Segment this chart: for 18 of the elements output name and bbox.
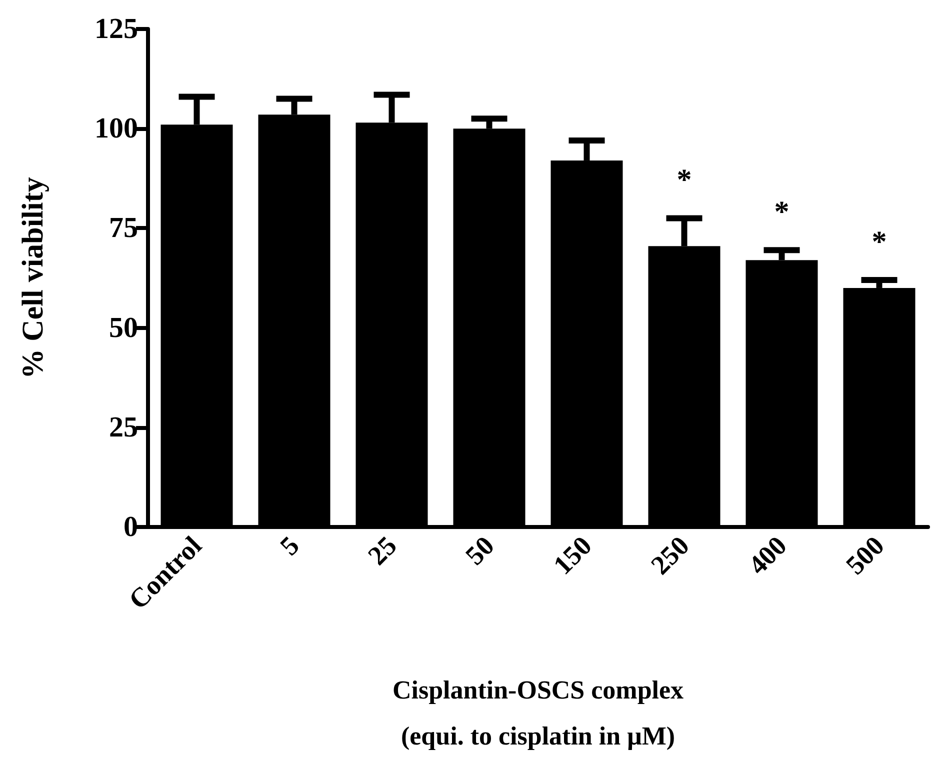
x-tick-label: 25	[362, 530, 402, 571]
x-tick-label: 400	[742, 530, 792, 580]
y-tick-label: 25	[109, 411, 138, 444]
x-tick-label: 50	[460, 530, 500, 571]
annotation: *	[774, 196, 790, 229]
x-tick-label: 150	[548, 530, 598, 580]
x-axis-title: Cisplantin-OSCS complex (equi. to cisplatin in μM)	[392, 676, 684, 750]
annotation: *	[872, 225, 887, 258]
x-tick-label: 500	[840, 530, 890, 580]
y-tick-label: 75	[109, 212, 138, 244]
y-tick-label: 100	[94, 112, 138, 145]
y-tick-label: 50	[109, 312, 138, 344]
annotation: *	[676, 164, 692, 197]
y-tick-label: 0	[124, 511, 138, 543]
x-tick-label: 250	[645, 530, 695, 580]
y-axis-title: % Cell viability	[16, 177, 50, 379]
x-tick-label: 5	[274, 530, 305, 562]
y-tick-label: 125	[94, 13, 138, 45]
